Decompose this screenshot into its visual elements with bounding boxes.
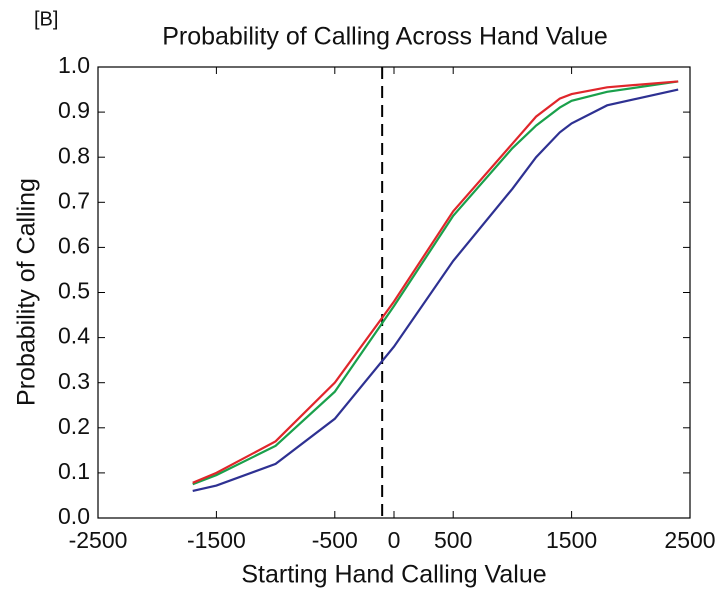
chart-title: Probability of Calling Across Hand Value	[162, 23, 608, 51]
y-tick-label: 0.6	[58, 232, 90, 258]
series-line	[192, 80, 679, 486]
series-line	[192, 88, 679, 493]
y-tick-label: 0.4	[58, 323, 90, 349]
series-line	[192, 80, 679, 484]
y-tick-label: 0.0	[58, 503, 90, 529]
x-tick-label: -1500	[187, 527, 246, 553]
x-tick-label: -2500	[69, 527, 128, 553]
y-tick-label: 1.0	[58, 52, 90, 78]
x-tick-label: 500	[434, 527, 472, 553]
x-tick-label: 0	[388, 527, 401, 553]
y-tick-label: 0.3	[58, 368, 90, 394]
y-axis-label: Probability of Calling	[13, 178, 41, 406]
y-tick-label: 0.9	[58, 97, 90, 123]
x-tick-label: 2500	[664, 527, 715, 553]
x-tick-label: -500	[312, 527, 358, 553]
y-tick-label: 0.5	[58, 278, 90, 304]
y-tick-label: 0.8	[58, 142, 90, 168]
x-tick-label: 1500	[546, 527, 597, 553]
x-axis-label: Starting Hand Calling Value	[241, 561, 546, 589]
y-tick-label: 0.1	[58, 458, 90, 484]
plot-frame	[97, 66, 691, 519]
y-tick-label: 0.2	[58, 413, 90, 439]
y-tick-label: 0.7	[58, 187, 90, 213]
panel-label: [B]	[34, 8, 58, 30]
